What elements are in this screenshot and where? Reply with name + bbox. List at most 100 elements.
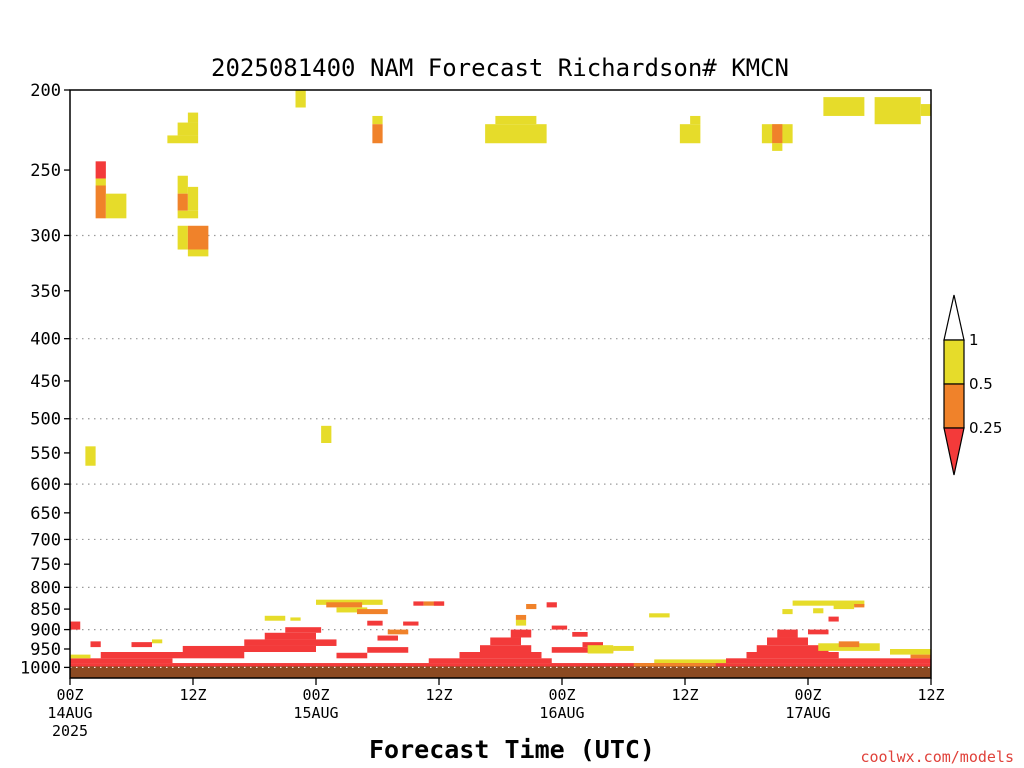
ri-cell xyxy=(551,647,614,653)
ri-cell xyxy=(131,642,152,648)
ri-cell xyxy=(372,124,383,144)
x-tick-label: 00Z 16AUG xyxy=(539,686,584,722)
ri-cell xyxy=(792,600,865,606)
ri-cell xyxy=(152,639,163,644)
y-tick-label: 450 xyxy=(30,372,61,392)
y-tick-label: 750 xyxy=(30,555,61,575)
ri-cell xyxy=(833,603,855,610)
ri-cell xyxy=(485,124,547,144)
colorbar-bin-bottom xyxy=(943,427,965,476)
ri-cell xyxy=(70,621,81,630)
plot-area xyxy=(69,89,932,679)
ri-cell xyxy=(285,627,322,633)
ri-cell xyxy=(746,652,839,659)
ri-cell xyxy=(433,601,445,606)
ri-cell xyxy=(336,607,368,613)
ri-cell xyxy=(690,115,701,125)
ri-cell xyxy=(772,143,783,151)
ri-cell xyxy=(85,446,96,466)
ri-cell xyxy=(551,625,568,630)
ri-cell xyxy=(813,608,824,614)
ri-cell xyxy=(387,629,409,635)
ri-cell xyxy=(187,225,209,250)
ri-cell xyxy=(654,659,747,664)
y-tick-label: 600 xyxy=(30,475,61,495)
y-tick-label: 500 xyxy=(30,410,61,430)
ri-cell xyxy=(187,112,199,123)
x-tick-label: 00Z 17AUG xyxy=(785,686,830,722)
colorbar-label: 0.5 xyxy=(969,375,993,393)
ri-cell xyxy=(90,641,101,648)
y-tick-label: 400 xyxy=(30,330,61,350)
ri-cell xyxy=(295,90,306,108)
ri-cell xyxy=(777,629,798,638)
ri-cell xyxy=(290,617,301,621)
ri-cell xyxy=(177,175,188,194)
colorbar-label: 0.25 xyxy=(969,419,1002,437)
y-tick-label: 900 xyxy=(30,621,61,641)
ri-cell xyxy=(526,603,537,610)
y-tick-label: 350 xyxy=(30,282,61,302)
ri-cell xyxy=(490,637,521,646)
y-tick-label: 800 xyxy=(30,578,61,598)
ri-cell xyxy=(70,663,931,668)
ri-cell xyxy=(649,613,670,618)
x-axis-title: Forecast Time (UTC) xyxy=(369,735,655,764)
ri-cell xyxy=(100,652,245,659)
ri-cell xyxy=(367,620,383,626)
ri-cell xyxy=(70,658,173,664)
ri-cell xyxy=(316,599,383,605)
y-tick-label: 1000 xyxy=(20,658,61,678)
x-tick-label: 12Z xyxy=(179,686,206,704)
y-tick-label: 300 xyxy=(30,226,61,246)
colorbar-bin-top xyxy=(943,294,965,341)
ri-cell xyxy=(167,135,199,144)
ri-cell xyxy=(336,652,368,659)
y-tick-label: 950 xyxy=(30,640,61,660)
ri-cell xyxy=(910,654,931,659)
ri-cell xyxy=(105,193,127,219)
ri-cell xyxy=(515,619,527,626)
ri-cell xyxy=(510,629,532,638)
ri-cell xyxy=(187,186,199,211)
ri-cell xyxy=(182,645,316,653)
ri-cell xyxy=(367,647,409,653)
ri-cell xyxy=(321,425,332,443)
ri-cell xyxy=(264,632,316,640)
y-axis: 200 250 300 350 400 450 500 550 600 650 700 750 8008… xyxy=(20,81,70,678)
ri-cell xyxy=(357,609,388,615)
ri-cell xyxy=(264,615,286,621)
y-tick-label: 200 xyxy=(30,81,61,101)
ri-cell xyxy=(515,614,527,620)
ri-cell xyxy=(613,645,634,651)
y-tick-label: 550 xyxy=(30,444,61,464)
y-tick-label: 650 xyxy=(30,504,61,524)
ri-cell xyxy=(177,210,199,219)
ri-cell xyxy=(95,178,106,186)
ri-cell xyxy=(874,97,921,125)
ri-cell xyxy=(187,249,209,257)
ri-cell xyxy=(808,629,829,635)
ri-cell xyxy=(377,635,398,641)
ri-cell xyxy=(177,122,199,136)
ri-cell xyxy=(772,124,783,138)
x-tick-label: 12Z xyxy=(917,686,944,704)
ri-cell xyxy=(177,193,188,211)
ri-cell xyxy=(177,225,188,250)
ri-cell xyxy=(582,642,603,648)
terrain-fill xyxy=(70,666,931,678)
ri-cell xyxy=(413,601,424,606)
x-tick-label: 00Z 14AUG 2025 xyxy=(47,686,92,740)
ri-cell xyxy=(890,648,931,655)
x-tick-label: 12Z xyxy=(671,686,698,704)
colorbar-legend: 1 0.5 0.25 xyxy=(943,294,1002,476)
ri-cell xyxy=(459,652,542,659)
ri-cell xyxy=(838,641,860,648)
ri-cell xyxy=(782,609,793,615)
x-tick-label: 12Z xyxy=(425,686,452,704)
credit-link[interactable]: coolwx.com/models xyxy=(860,748,1014,766)
ri-cell xyxy=(633,663,716,668)
x-axis: 00Z 14AUG 2025 12Z 00Z 15AUG 12Z 00Z 16AUG 12Z 00Z… xyxy=(47,678,945,740)
ri-cell xyxy=(326,602,363,608)
